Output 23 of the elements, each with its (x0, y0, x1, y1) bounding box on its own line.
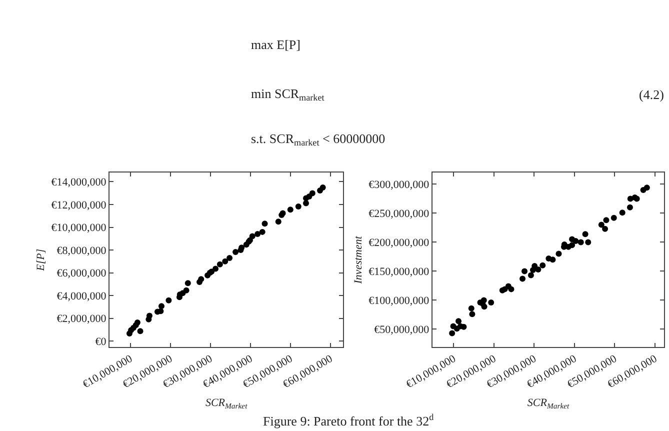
y-tick-label: €250,000,000 (368, 208, 430, 220)
y-tick-label: €50,000,000 (374, 324, 430, 336)
y-tick-label: €200,000,000 (368, 237, 430, 250)
y-tick-label: €2,000,000 (56, 313, 107, 326)
y-tick-label: €14,000,000 (51, 176, 107, 189)
text: min SCR$_{market}$ (251, 86, 325, 103)
y-tick-label: €0 (95, 336, 107, 348)
y-tick-label: €12,000,000 (51, 199, 107, 212)
y-tick-label: €6,000,000 (56, 268, 107, 280)
y-tick-label: €300,000,000 (368, 179, 430, 192)
text: s.t. SCR$_{market}$ < 60000000 (251, 131, 386, 148)
caption: Figure 9: Pareto front for the 32$^{d}$ (263, 412, 434, 428)
text: max E[P] (251, 37, 300, 52)
y-axis-title: Investment (352, 235, 364, 285)
y-tick-label: €10,000,000 (51, 222, 107, 234)
text: (4.2) (639, 87, 664, 102)
x-axis-title: SCR$_{Market}$ (205, 396, 248, 410)
y-axis-title: E[P] (34, 248, 47, 272)
y-tick-label: €4,000,000 (56, 290, 107, 302)
y-tick-label: €100,000,000 (368, 295, 430, 308)
y-tick-label: €8,000,000 (56, 244, 107, 257)
x-axis-title: SCR$_{Market}$ (527, 396, 570, 410)
y-tick-label: €150,000,000 (368, 266, 430, 278)
